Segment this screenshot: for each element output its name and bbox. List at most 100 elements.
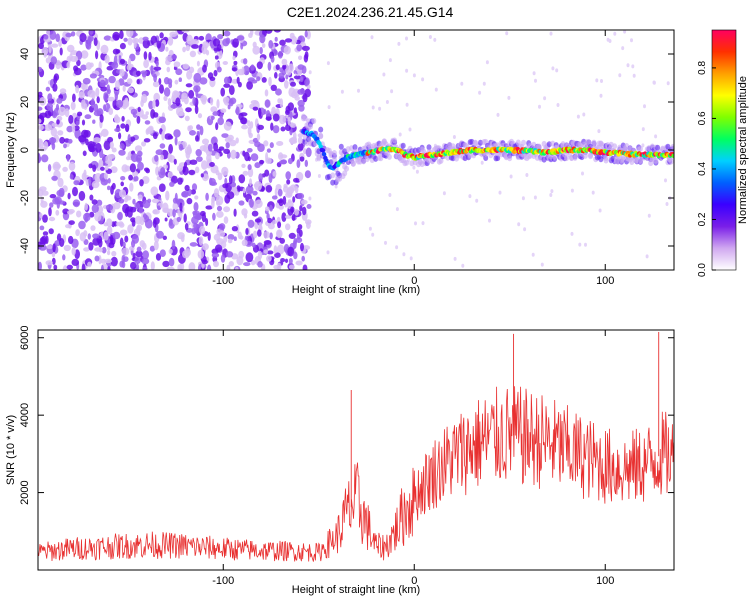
faint-blob <box>630 38 633 43</box>
noise-blob <box>101 128 109 137</box>
noise-blob <box>223 121 232 131</box>
faint-blob <box>549 31 553 36</box>
noise-blob <box>277 188 283 197</box>
noise-blob <box>195 166 200 174</box>
noise-blob <box>192 96 196 106</box>
faint-blob <box>468 194 472 199</box>
noise-blob <box>112 99 118 109</box>
noise-blob <box>88 176 92 187</box>
colorbar-tick-label: 0.6 <box>697 111 708 125</box>
noise-blob <box>278 72 285 79</box>
noise-blob <box>124 123 130 133</box>
noise-blob <box>286 179 291 185</box>
noise-blob <box>290 137 294 145</box>
noise-blob <box>167 78 173 85</box>
faint-blob <box>600 79 603 83</box>
noise-blob <box>266 250 274 255</box>
noise-blob <box>101 246 107 254</box>
noise-blob <box>52 161 61 172</box>
faint-blob <box>395 207 399 212</box>
noise-blob <box>293 75 302 80</box>
noise-blob <box>151 198 160 204</box>
noise-blob <box>232 38 240 48</box>
noise-blob <box>244 151 250 162</box>
noise-blob <box>223 76 231 85</box>
faint-blob <box>599 93 603 98</box>
noise-blob <box>94 211 102 222</box>
noise-blob <box>265 185 273 193</box>
noise-blob <box>140 99 144 107</box>
noise-blob <box>107 266 111 270</box>
noise-blob <box>200 173 204 178</box>
noise-blob <box>115 49 121 54</box>
noise-blob <box>232 55 236 61</box>
faint-blob <box>632 73 636 78</box>
noise-blob <box>304 159 308 167</box>
noise-blob <box>290 206 295 213</box>
noise-blob <box>154 99 160 107</box>
noise-blob <box>288 258 293 265</box>
noise-blob <box>100 166 105 171</box>
faint-blob <box>478 90 482 95</box>
noise-blob <box>223 148 231 154</box>
faint-blob <box>664 178 667 183</box>
faint-blob <box>570 231 574 236</box>
noise-blob <box>98 247 103 253</box>
halo-blob <box>507 155 513 162</box>
snr-x-label: Height of straight line (km) <box>292 584 420 596</box>
faint-blob <box>595 78 599 83</box>
noise-blob <box>143 51 148 60</box>
faint-blob <box>385 100 389 104</box>
noise-blob <box>184 223 189 231</box>
noise-blob <box>287 102 294 111</box>
noise-blob <box>221 166 229 176</box>
noise-blob <box>169 31 178 37</box>
faint-blob <box>540 262 544 267</box>
noise-blob <box>107 178 111 184</box>
noise-blob <box>254 199 263 208</box>
noise-blob <box>227 238 233 244</box>
noise-blob <box>180 234 185 243</box>
faint-blob <box>534 78 537 83</box>
faint-blob <box>452 135 456 139</box>
noise-blob <box>274 252 281 258</box>
halo-blob <box>467 152 473 159</box>
noise-blob <box>293 107 297 114</box>
noise-blob <box>100 264 104 270</box>
noise-blob <box>95 50 99 60</box>
faint-blob <box>412 165 416 170</box>
faint-blob <box>461 263 465 268</box>
noise-blob <box>278 198 284 207</box>
noise-blob <box>188 262 196 270</box>
noise-blob <box>279 39 286 46</box>
noise-blob <box>246 148 253 153</box>
noise-blob <box>168 143 174 154</box>
faint-blob <box>641 143 645 148</box>
noise-blob <box>103 92 109 102</box>
halo-blob <box>404 159 410 166</box>
noise-blob <box>70 101 76 111</box>
noise-blob <box>119 189 127 198</box>
noise-blob <box>152 112 159 118</box>
noise-blob <box>199 125 204 136</box>
noise-blob <box>283 45 291 55</box>
noise-blob <box>80 50 89 59</box>
faint-blob <box>525 173 529 177</box>
faint-blob <box>613 31 617 36</box>
noise-blob <box>245 228 249 235</box>
noise-blob <box>162 235 167 240</box>
halo-blob <box>668 158 674 165</box>
noise-blob <box>274 72 278 79</box>
faint-blob <box>408 127 412 132</box>
noise-blob <box>302 264 308 270</box>
halo-blob <box>302 115 308 122</box>
noise-blob <box>259 159 265 165</box>
noise-blob <box>153 92 160 102</box>
noise-blob <box>155 253 162 261</box>
noise-blob <box>150 65 154 75</box>
noise-blob <box>81 119 86 126</box>
noise-blob <box>223 206 231 213</box>
noise-blob <box>141 257 150 265</box>
noise-blob <box>118 198 125 204</box>
faint-blob <box>623 30 627 34</box>
